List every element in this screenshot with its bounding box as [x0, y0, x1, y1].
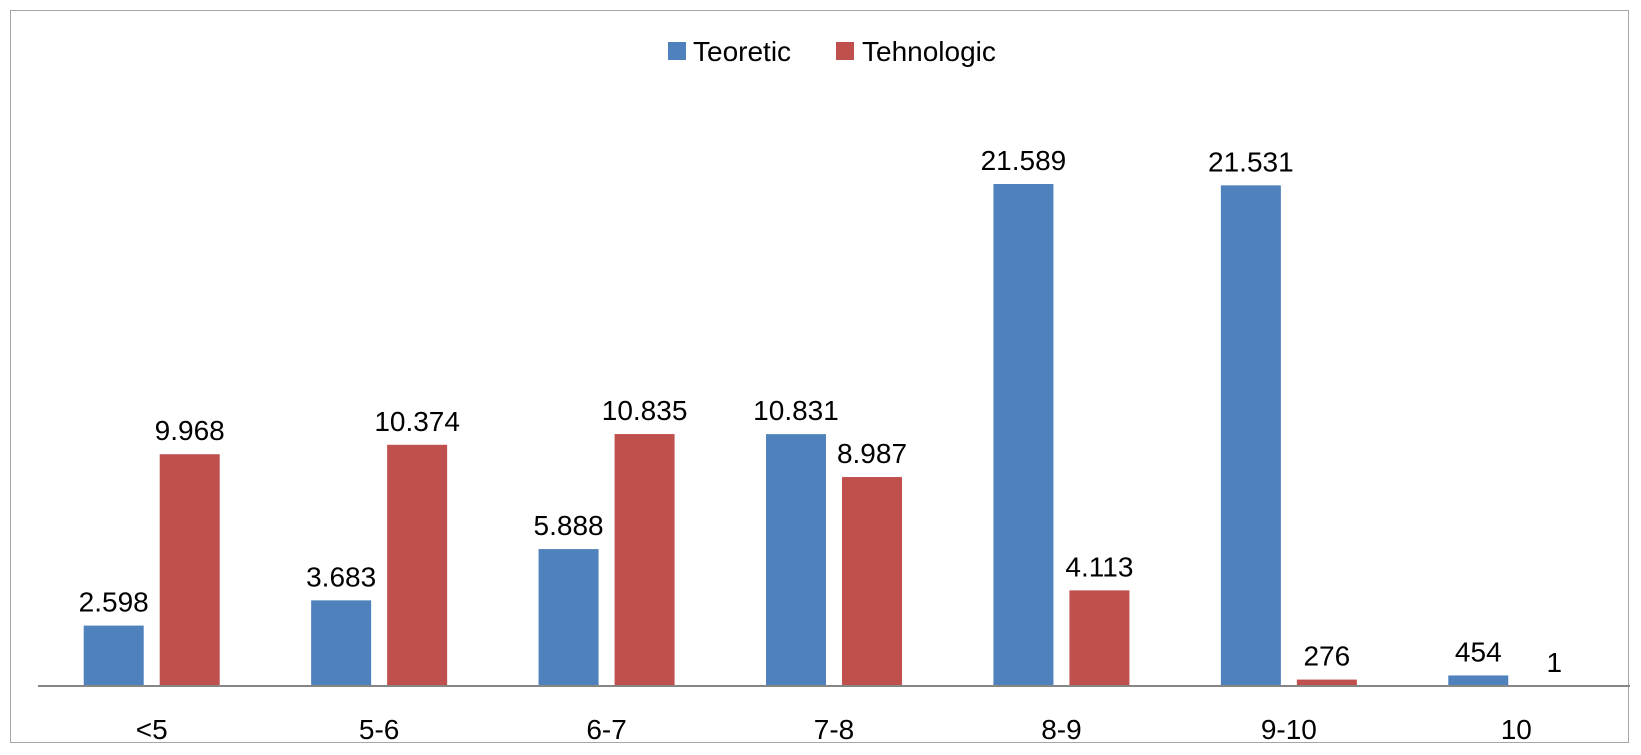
bar-tehnologic-0 — [159, 454, 220, 686]
bar-tehnologic-2 — [614, 434, 675, 686]
value-label-tehnologic-1: 10.374 — [374, 406, 460, 437]
bar-teoretic-0 — [83, 625, 144, 686]
bar-teoretic-4 — [993, 184, 1054, 686]
legend: Teoretic Tehnologic — [668, 36, 996, 67]
value-label-tehnologic-5: 276 — [1303, 641, 1350, 672]
value-label-tehnologic-2: 10.835 — [602, 395, 688, 426]
legend-label-tehnologic: Tehnologic — [862, 36, 996, 67]
x-tick-label: <5 — [136, 714, 168, 745]
value-label-teoretic-6: 454 — [1455, 636, 1502, 667]
legend-label-teoretic: Teoretic — [693, 36, 791, 67]
value-label-teoretic-0: 2.598 — [79, 587, 149, 618]
value-label-teoretic-1: 3.683 — [306, 561, 376, 592]
bar-tehnologic-3 — [842, 477, 902, 686]
x-tick-label: 8-9 — [1041, 714, 1081, 745]
bar-teoretic-2 — [538, 549, 599, 686]
bar-teoretic-6 — [1448, 675, 1509, 686]
value-label-tehnologic-3: 8.987 — [837, 438, 907, 469]
x-tick-label: 6-7 — [586, 714, 626, 745]
bars-group — [83, 184, 1585, 687]
x-tick-label: 9-10 — [1261, 714, 1317, 745]
x-tick-label: 10 — [1501, 714, 1532, 745]
value-label-tehnologic-0: 9.968 — [155, 415, 225, 446]
value-labels-group: 2.598 9.968 3.683 10.374 5.888 10.835 10.831 8.… — [79, 145, 1562, 678]
value-label-teoretic-4: 21.589 — [981, 145, 1067, 176]
bar-tehnologic-5 — [1296, 679, 1357, 686]
value-label-tehnologic-4: 4.113 — [1065, 551, 1133, 582]
bar-teoretic-1 — [311, 600, 372, 686]
value-label-tehnologic-6: 1 — [1546, 647, 1562, 678]
legend-swatch-tehnologic — [836, 42, 854, 60]
bar-tehnologic-1 — [387, 444, 448, 686]
value-label-teoretic-2: 5.888 — [534, 510, 604, 541]
x-tick-label: 5-6 — [359, 714, 399, 745]
value-label-teoretic-3: 10.831 — [753, 395, 839, 426]
legend-swatch-teoretic — [668, 42, 686, 60]
value-label-teoretic-5: 21.531 — [1208, 146, 1294, 177]
bar-teoretic-5 — [1220, 185, 1281, 687]
bar-tehnologic-4 — [1069, 590, 1130, 686]
x-tick-labels-group: <5 5-6 6-7 7-8 8-9 9-10 10 — [136, 714, 1532, 745]
bar-teoretic-3 — [766, 434, 826, 686]
x-tick-label: 7-8 — [814, 714, 854, 745]
